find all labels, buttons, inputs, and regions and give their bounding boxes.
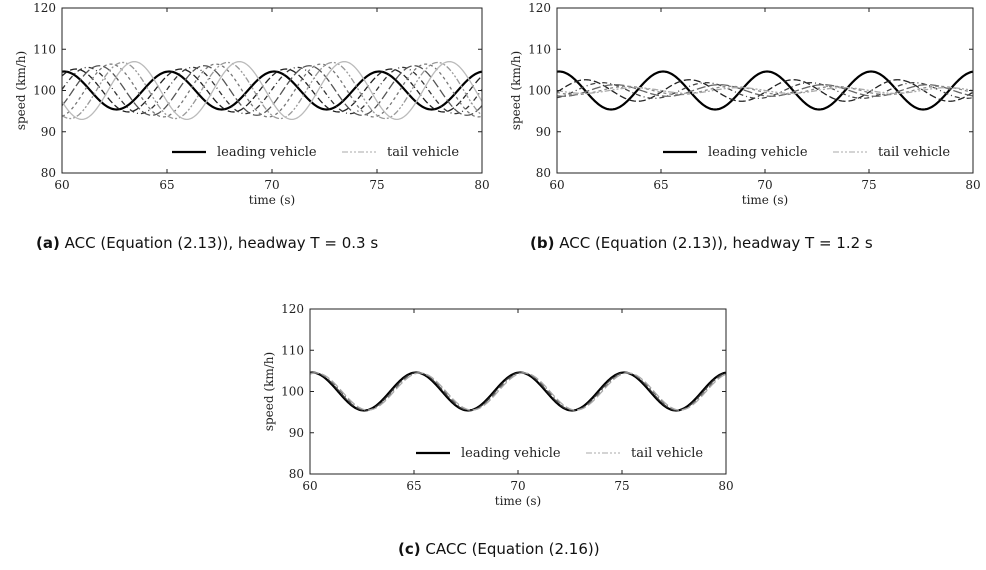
chart-c-xlabel: time (s)	[495, 494, 541, 508]
chart-a-ytick-label: 110	[33, 42, 56, 56]
chart-c-ytick-label: 110	[281, 343, 304, 357]
chart-b-legend-label-leading: leading vehicle	[708, 145, 808, 160]
chart-c-legend-label-leading: leading vehicle	[461, 446, 561, 461]
chart-c-legend: leading vehicle tail vehicle	[416, 446, 703, 461]
chart-c-series-line-3	[309, 372, 727, 411]
chart-a-xtick-label: 80	[474, 178, 489, 192]
chart-b-series-line-3	[556, 84, 974, 97]
chart-a-svg: 60 65 70 75 80 80 90 100 110 120 time (s) speed (km…	[14, 1, 490, 207]
chart-b-xlabel: time (s)	[742, 193, 788, 207]
chart-c-xtick-label: 80	[718, 479, 733, 493]
chart-a-legend-label-tail: tail vehicle	[387, 145, 459, 160]
chart-a-series-line-3	[61, 65, 483, 116]
caption-c-text: CACC (Equation (2.16))	[425, 540, 600, 558]
chart-b-series-line-2	[556, 82, 974, 99]
chart-c-xtick-label: 60	[302, 479, 317, 493]
caption-b: (b) ACC (Equation (2.13)), headway T = 1…	[530, 234, 873, 252]
chart-b-ytick-label: 120	[528, 1, 551, 15]
chart-b-xtick-label: 70	[757, 178, 772, 192]
chart-a-legend-label-leading: leading vehicle	[217, 145, 317, 160]
chart-a-series-line-0	[61, 70, 483, 111]
chart-c-ytick-label: 90	[289, 426, 304, 440]
chart-b-series-group	[556, 70, 974, 111]
chart-c-xtick-label: 70	[510, 479, 525, 493]
chart-c-xtick-label: 65	[406, 479, 421, 493]
caption-c: (c) CACC (Equation (2.16))	[398, 540, 600, 558]
chart-a-xtick-label: 75	[369, 178, 384, 192]
chart-a-series-line-2	[61, 66, 483, 115]
chart-a-ylabel: speed (km/h)	[14, 51, 28, 130]
chart-b-ytick-label: 110	[528, 42, 551, 56]
chart-panel-b: 60 65 70 75 80 80 90 100 110 120 time (s) speed (km…	[495, 0, 985, 230]
chart-b-ytick-label: 80	[536, 166, 551, 180]
chart-b-xtick-label: 80	[965, 178, 980, 192]
chart-c-ytick-label: 100	[281, 385, 304, 399]
chart-c-ytick-label: 120	[281, 302, 304, 316]
chart-b-ylabel: speed (km/h)	[509, 51, 523, 130]
chart-a-xtick-label: 70	[264, 178, 279, 192]
chart-a-xtick-label: 60	[54, 178, 69, 192]
chart-b-legend: leading vehicle tail vehicle	[663, 145, 950, 160]
caption-a-text: ACC (Equation (2.13)), headway T = 0.3 s	[64, 234, 379, 252]
chart-c-series-line-1	[309, 371, 727, 412]
chart-b-series-line-1	[556, 79, 974, 102]
caption-a: (a) ACC (Equation (2.13)), headway T = 0…	[36, 234, 378, 252]
chart-a-series-group	[61, 60, 483, 121]
chart-a-ytick-label: 100	[33, 84, 56, 98]
chart-b-series-line-0	[556, 70, 974, 111]
caption-c-label: (c)	[398, 540, 421, 558]
chart-c-ytick-label: 80	[289, 467, 304, 481]
chart-a-series-line-4	[61, 63, 483, 118]
chart-a-ytick-label: 120	[33, 1, 56, 15]
chart-a-xtick-label: 65	[159, 178, 174, 192]
chart-panel-a: 60 65 70 75 80 80 90 100 110 120 time (s) speed (km…	[0, 0, 490, 230]
chart-c-xtick-label: 75	[614, 479, 629, 493]
chart-c-series-line-2	[309, 372, 727, 411]
chart-b-xtick-label: 60	[549, 178, 564, 192]
caption-a-label: (a)	[36, 234, 60, 252]
chart-c-legend-label-tail: tail vehicle	[631, 446, 703, 461]
chart-a-series-line-5	[61, 61, 483, 120]
caption-b-label: (b)	[530, 234, 555, 252]
chart-a-legend: leading vehicle tail vehicle	[172, 145, 459, 160]
chart-c-svg: 60 65 70 75 80 80 90 100 110 120 time (s) speed (km…	[262, 302, 734, 508]
chart-a-xlabel: time (s)	[249, 193, 295, 207]
chart-a-series-line-6	[61, 60, 483, 121]
chart-b-ytick-label: 100	[528, 84, 551, 98]
chart-a-series-line-1	[61, 68, 483, 113]
chart-b-svg: 60 65 70 75 80 80 90 100 110 120 time (s) speed (km…	[509, 1, 981, 207]
chart-c-series-group	[309, 371, 727, 412]
chart-b-series-line-5	[556, 86, 974, 95]
chart-panel-c: 60 65 70 75 80 80 90 100 110 120 time (s) speed (km…	[248, 295, 738, 535]
caption-b-text: ACC (Equation (2.13)), headway T = 1.2 s	[559, 234, 873, 252]
chart-a-ytick-label: 90	[41, 125, 56, 139]
chart-b-series-line-4	[556, 85, 974, 96]
chart-c-ylabel: speed (km/h)	[262, 352, 276, 431]
chart-b-legend-label-tail: tail vehicle	[878, 145, 950, 160]
chart-b-xtick-label: 65	[653, 178, 668, 192]
chart-b-ytick-label: 90	[536, 125, 551, 139]
chart-b-xtick-label: 75	[861, 178, 876, 192]
chart-a-ytick-label: 80	[41, 166, 56, 180]
